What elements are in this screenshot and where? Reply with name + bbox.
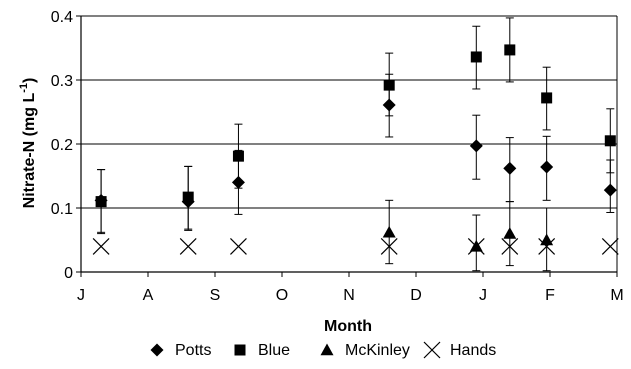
point-hands-2 <box>230 237 247 255</box>
point-blue-7 <box>604 135 616 147</box>
point-hands-3-stroke-b <box>380 237 398 255</box>
y-axis-title: Nitrate-N (mg L-1) <box>18 78 38 209</box>
legend: Potts Blue McKinley Hands <box>150 341 496 359</box>
y-tick-label-0: 0 <box>64 265 73 282</box>
point-hands-5 <box>501 237 519 255</box>
y-tick-label-3: 0.3 <box>51 73 73 90</box>
y-tick-label-2: 0.2 <box>51 137 73 154</box>
point-hands-5-stroke-b <box>501 237 519 255</box>
point-hands-0 <box>92 237 110 255</box>
gridlines <box>81 15 617 209</box>
y-tick-label-1: 0.1 <box>51 201 73 218</box>
legend-marker-mckinley <box>320 343 334 356</box>
point-potts-5 <box>503 161 517 175</box>
error-bars <box>97 17 615 272</box>
x-tick-label-6: J <box>479 287 487 304</box>
point-hands-3 <box>380 237 398 255</box>
point-potts-7 <box>603 183 617 197</box>
point-hands-7 <box>601 237 619 255</box>
point-potts-4 <box>469 139 483 153</box>
legend-item-blue: Blue <box>234 342 290 359</box>
point-hands-1 <box>179 237 197 255</box>
point-hands-4 <box>467 237 485 255</box>
point-potts-3 <box>382 98 396 112</box>
legend-label-potts: Potts <box>175 342 211 359</box>
point-blue-5 <box>504 44 516 56</box>
y-axis-title-superscript: -1 <box>18 83 30 93</box>
axes <box>76 15 618 277</box>
x-tick-label-8: M <box>610 287 623 304</box>
point-hands-0-stroke-b <box>92 237 110 255</box>
point-blue-4 <box>470 51 482 63</box>
legend-marker-potts <box>150 343 164 357</box>
x-tick-label-1: A <box>143 287 154 304</box>
legend-marker-hands <box>423 341 441 359</box>
axis-labels: 0 0.1 0.2 0.3 0.4 J A S O N D J F M <box>51 9 624 304</box>
x-tick-label-2: S <box>210 287 221 304</box>
y-axis-title-close: ) <box>21 78 38 83</box>
legend-label-blue: Blue <box>258 342 290 359</box>
x-axis-title: Month <box>324 318 372 335</box>
y-axis-title-main: Nitrate-N (mg L <box>21 93 38 209</box>
point-blue-2 <box>232 150 244 162</box>
point-hands-1-stroke-b <box>179 237 197 255</box>
legend-label-mckinley: McKinley <box>345 342 410 359</box>
point-mckinley-2 <box>503 227 517 239</box>
point-hands-7-stroke-b <box>601 237 619 255</box>
y-tick-label-4: 0.4 <box>51 9 73 26</box>
point-hands-6 <box>538 237 556 255</box>
x-tick-label-4: N <box>343 287 355 304</box>
x-tick-label-7: F <box>545 287 555 304</box>
point-hands-4-stroke-b <box>467 237 485 255</box>
point-hands-6-stroke-b <box>538 237 556 255</box>
legend-item-mckinley: McKinley <box>320 342 410 359</box>
legend-marker-blue <box>234 344 246 356</box>
x-tick-label-3: O <box>276 287 288 304</box>
point-mckinley-0 <box>382 225 396 238</box>
point-potts-6 <box>540 160 554 174</box>
point-potts-2 <box>231 175 245 189</box>
point-blue-6 <box>541 92 553 104</box>
x-tick-label-5: D <box>410 287 422 304</box>
legend-item-hands: Hands <box>423 341 496 359</box>
point-hands-2-stroke-b <box>230 237 247 255</box>
legend-marker-hands-stroke-b <box>423 341 441 359</box>
data-markers <box>92 44 619 255</box>
point-blue-1 <box>182 191 194 203</box>
legend-label-hands: Hands <box>450 342 496 359</box>
legend-item-potts: Potts <box>150 342 211 359</box>
point-mckinley-3 <box>540 233 554 246</box>
point-blue-0 <box>95 196 107 208</box>
point-blue-3 <box>383 79 395 91</box>
x-tick-label-0: J <box>77 287 85 304</box>
